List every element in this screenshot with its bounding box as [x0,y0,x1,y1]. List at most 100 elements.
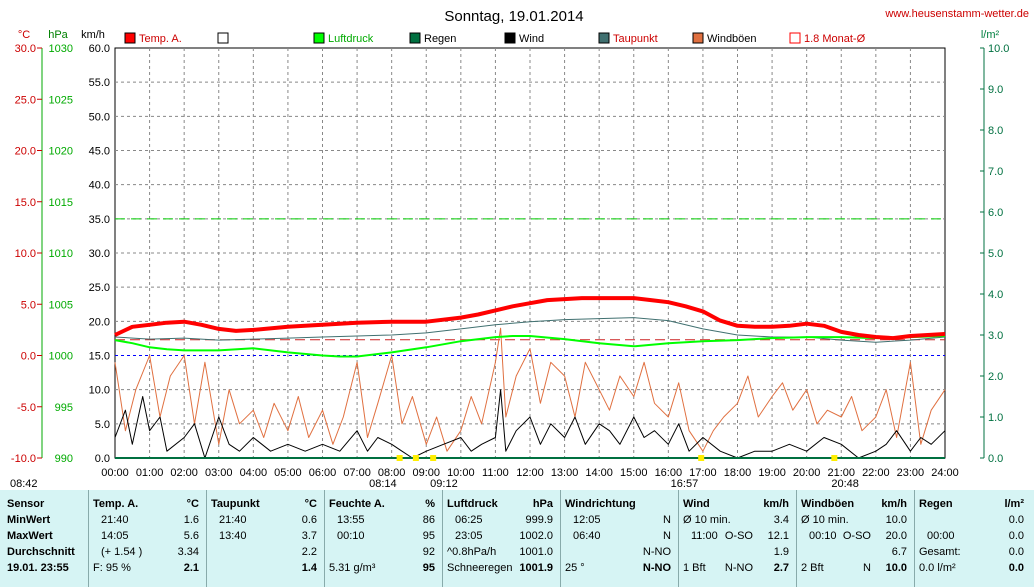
footer-mid: N-NO [724,562,753,574]
cell-left: 13:40 [219,530,247,542]
cell-value: 1001.0 [519,546,553,558]
rain-tick: 6.0 [988,207,1003,219]
cell-left: Ø 10 min. [683,514,731,526]
temp-tick: 15.0 [15,197,36,209]
wind-tick: 40.0 [89,180,110,192]
legend-label-7: 1.8 Monat-Ø [804,33,866,45]
legend-label-6: Windböen [707,33,757,45]
cell-value: 0.0 [1008,514,1024,526]
cell-left: 06:25 [455,514,483,526]
col-title: Taupunkt [211,498,260,510]
col-unit: °C [304,498,317,510]
temp-tick: 30.0 [15,43,36,55]
cell-value: 0.0 [1008,530,1024,542]
sun-marker-4 [831,455,838,461]
pressure-tick: 995 [55,402,73,414]
unit-wind: km/h [81,29,105,41]
temp-tick: 0.0 [21,351,36,363]
legend-label-4: Wind [519,33,544,45]
cell-value: 1.6 [183,514,199,526]
cell-value: 2.2 [301,546,317,558]
col-title: Windböen [801,498,855,510]
series-windb-en [114,327,946,452]
col-luftdruck: Luftdruck hPa 06:25 999.9 23:05 1002.0 ^0.8hPa… [442,490,561,587]
temp-tick: -10.0 [11,453,36,465]
rain-tick: 2.0 [988,371,1003,383]
row-label-max: MaxWert [7,530,53,542]
cell-value: 999.9 [525,514,553,526]
cell-value: 5.6 [183,530,199,542]
cell-left: ^0.8hPa/h [447,546,497,558]
footer-value: 10.0 [885,562,907,574]
col-windb-en: Windböen km/h Ø 10 min. 10.0 00:10 O-SO 20.0 6.… [796,490,915,587]
cell-mid: O-SO [724,530,753,542]
legend-swatch-6 [692,32,704,44]
wind-tick: 15.0 [89,351,110,363]
series-temp-a- [114,296,946,341]
pressure-tick: 1000 [49,351,73,363]
hour-tick: 19:00 [758,467,786,479]
chart-title: Sonntag, 19.01.2014 [444,8,583,25]
sun-marker-2 [430,455,437,461]
col-windrichtung: Windrichtung 12:05 N 06:40 N N-NO 25 ° N-NO [560,490,679,587]
sun-marker-3 [698,455,705,461]
hour-tick: 08:00 [378,467,406,479]
col-unit: °C [186,498,199,510]
footer-left: 0.0 l/m² [919,562,956,574]
hour-tick: 16:00 [655,467,683,479]
legend-swatch-7 [789,32,801,44]
footer-left: 5.31 g/m³ [329,562,376,574]
col-unit: km/h [763,498,789,510]
legend-label-2: Luftdruck [328,33,374,45]
wind-tick: 25.0 [89,282,110,294]
cell-value: 3.34 [177,546,199,558]
hour-tick: 24:00 [931,467,959,479]
cell-left: 00:00 [927,530,955,542]
col-unit: l/m² [1004,498,1024,510]
col-taupunkt: Taupunkt °C 21:40 0.6 13:40 3.7 2.2 1.4 [206,490,325,587]
col-temp-a-: Temp. A. °C 21:40 1.6 14:05 5.6 (+ 1.54 ) 3.34 F… [88,490,207,587]
hour-tick: 06:00 [309,467,337,479]
legend-label-3: Regen [424,33,456,45]
cell-left: 21:40 [219,514,247,526]
cell-left: 00:10 [337,530,365,542]
hour-tick: 03:00 [205,467,233,479]
legend: Temp. A. Luftdruck Regen Wind Taupunkt Windbö… [124,32,866,45]
cell-left: Gesamt: [919,546,961,558]
pressure-tick: 1005 [49,299,73,311]
footer-value: 1.4 [301,562,317,574]
wind-tick: 10.0 [89,385,110,397]
cell-mid: O-SO [842,530,871,542]
col-title: Wind [683,498,710,510]
temp-tick: 20.0 [15,146,36,158]
rain-tick: 10.0 [988,43,1009,55]
cell-left: 06:40 [573,530,601,542]
wind-tick: 20.0 [89,316,110,328]
pressure-tick: 1030 [49,43,73,55]
col-sensor: Sensor MinWert MaxWert Durchschnitt 19.0… [3,490,88,587]
sun-time-3: 16:57 [671,478,699,490]
cell-left: 11:00 [691,530,718,542]
hour-tick: 20:00 [793,467,821,479]
stats-table: Sensor MinWert MaxWert Durchschnitt 19.0… [0,490,1034,587]
col-title: Temp. A. [93,498,139,510]
hour-tick: 05:00 [274,467,302,479]
footer-left: Schneeregen [447,562,513,574]
hour-tick: 21:00 [827,467,855,479]
hour-tick: 14:00 [585,467,613,479]
cell-left: 14:05 [101,530,129,542]
site-link[interactable]: www.heusenstamm-wetter.de [884,8,1029,20]
wind-tick: 30.0 [89,248,110,260]
cell-value: 12.1 [767,530,789,542]
cell-value: 3.4 [773,514,789,526]
legend-swatch-5 [598,32,610,44]
series-luftdruck [114,335,946,358]
cell-value: 10.0 [885,514,907,526]
rain-tick: 7.0 [988,166,1003,178]
chart-canvas: Sonntag, 19.01.2014 www.heusenstamm-wett… [10,8,1029,490]
col-title: Sensor [7,498,45,510]
col-title: Regen [919,498,953,510]
series-wind [114,389,946,459]
sun-time-4: 20:48 [831,478,859,490]
